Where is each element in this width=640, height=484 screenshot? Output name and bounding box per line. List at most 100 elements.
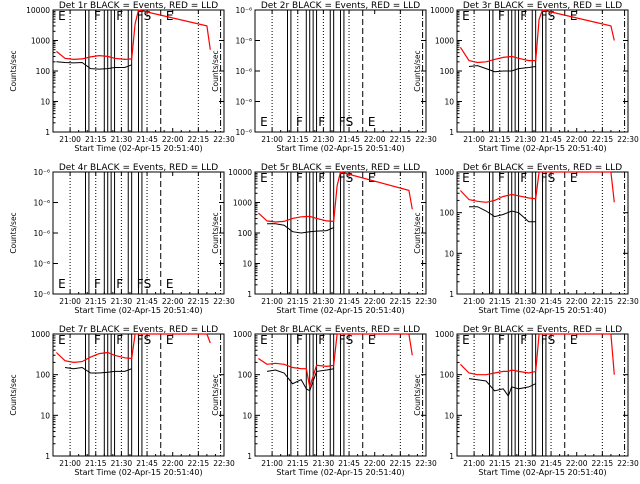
p7-lld-line	[55, 333, 211, 364]
p3-title: Det 3r BLACK = Events, RED = LLD	[463, 1, 622, 11]
p3-xtick-label-1: 21:15	[489, 135, 511, 144]
p8-flag-3: F	[339, 333, 346, 347]
p5-xtick-label-2: 21:30	[313, 297, 335, 306]
p9-flag-4: S	[548, 333, 556, 347]
p8-flag-0: E	[260, 333, 268, 347]
p3-flag-1: F	[498, 9, 505, 23]
p3-events-line	[468, 65, 536, 73]
p7-flag-4: S	[144, 333, 152, 347]
p4-flag-0: E	[58, 277, 66, 291]
p7-ytick-label-0: 1	[45, 452, 50, 461]
p8-xtick-label-0: 21:00	[261, 459, 283, 468]
p1-events-line	[56, 61, 132, 70]
p6-flag-5: E	[570, 171, 578, 185]
p4-ylabel: Counts/sec	[9, 212, 18, 253]
p5-ylabel: Counts/sec	[211, 212, 220, 253]
p7-xtick-label-0: 21:00	[59, 459, 81, 468]
p9-xtick-label-5: 22:15	[592, 459, 614, 468]
p2-flag-0: E	[260, 115, 268, 129]
p8-xtick-label-5: 22:15	[390, 459, 412, 468]
p5-ytick-label-1: 10	[242, 260, 252, 269]
p5-xtick-label-1: 21:15	[287, 297, 309, 306]
p6-ytick-label-2: 100	[440, 209, 455, 218]
p1-flag-5: E	[166, 9, 174, 23]
p9-xtick-label-1: 21:15	[489, 459, 511, 468]
p3-xtick-label-5: 22:15	[592, 135, 614, 144]
p6-flag-0: E	[462, 171, 470, 185]
p3-ytick-label-1: 10	[444, 98, 454, 107]
p6-ytick-label-1: 10	[444, 249, 454, 258]
p9-lld-line	[459, 333, 615, 376]
p8-lld-line	[258, 333, 413, 388]
p7-ytick-label-2: 100	[36, 371, 51, 380]
p1-flag-0: E	[58, 9, 66, 23]
p7-xtick-label-2: 21:30	[111, 459, 133, 468]
p8-ytick-label-2: 100	[238, 371, 253, 380]
p4-ytick-label-0: 10⁻⁶	[33, 290, 50, 299]
p3-ytick-label-2: 100	[440, 67, 455, 76]
p4-xtick-label-3: 21:45	[136, 297, 158, 306]
p8-xlabel: Start Time (02-Apr-15 20:51:40)	[276, 468, 404, 477]
p7-flag-0: E	[58, 333, 66, 347]
p2-xtick-label-1: 21:15	[287, 135, 309, 144]
p2-ytick-label-4: 10⁻⁶	[235, 6, 252, 15]
p1-ytick-label-0: 1	[45, 128, 50, 137]
p2-xlabel: Start Time (02-Apr-15 20:51:40)	[276, 144, 404, 153]
p5-xlabel: Start Time (02-Apr-15 20:51:40)	[276, 306, 404, 315]
p6-xtick-label-1: 21:15	[489, 297, 511, 306]
p9-title: Det 9r BLACK = Events, RED = LLD	[463, 325, 622, 335]
p4-xtick-label-6: 22:30	[213, 297, 235, 306]
p5-ytick-label-0: 1	[247, 290, 252, 299]
p8-xtick-label-1: 21:15	[287, 459, 309, 468]
p1-ytick-label-2: 100	[36, 67, 51, 76]
p1-xtick-label-1: 21:15	[85, 135, 107, 144]
p1-ytick-label-4: 10000	[26, 6, 50, 15]
p6-xtick-label-0: 21:00	[463, 297, 485, 306]
p1-flag-1: F	[94, 9, 101, 23]
p2-xtick-label-0: 21:00	[261, 135, 283, 144]
p6-lld-line	[459, 171, 615, 203]
p5-ytick-label-4: 10000	[228, 168, 252, 177]
p5-flag-4: S	[346, 171, 354, 185]
p7-ylabel: Counts/sec	[9, 374, 18, 415]
p5-flag-5: E	[368, 171, 376, 185]
p9-flag-5: E	[570, 333, 578, 347]
p3-xtick-label-0: 21:00	[463, 135, 485, 144]
p2-flag-3: F	[339, 115, 346, 129]
p1-ytick-label-1: 10	[40, 98, 50, 107]
p2-ytick-label-3: 10⁻⁶	[235, 37, 252, 46]
p3-ylabel: Counts/sec	[413, 50, 422, 91]
p6-xtick-label-2: 21:30	[515, 297, 537, 306]
p2-flag-2: F	[318, 115, 325, 129]
p8-flag-1: F	[296, 333, 303, 347]
p1-ylabel: Counts/sec	[9, 50, 18, 91]
p3-flag-2: F	[520, 9, 527, 23]
p8-xtick-label-6: 22:30	[415, 459, 437, 468]
p8-flag-2: F	[318, 333, 325, 347]
p8-ytick-label-1: 10	[242, 411, 252, 420]
p4-ytick-label-4: 10⁻⁶	[33, 168, 50, 177]
p4-ytick-label-2: 10⁻⁶	[33, 229, 50, 238]
p5-flag-1: F	[296, 171, 303, 185]
p2-flag-4: S	[346, 115, 354, 129]
p4-flag-5: E	[166, 277, 174, 291]
p7-ytick-label-3: 1000	[31, 330, 50, 339]
p7-flag-1: F	[94, 333, 101, 347]
p6-xtick-label-4: 22:00	[566, 297, 588, 306]
p9-ytick-label-1: 10	[444, 411, 454, 420]
p1-flag-3: F	[137, 9, 144, 23]
p4-xtick-label-2: 21:30	[111, 297, 133, 306]
p9-flag-1: F	[498, 333, 505, 347]
p2-flag-1: F	[296, 115, 303, 129]
p4-xtick-label-5: 22:15	[188, 297, 210, 306]
p6-ytick-label-0: 1	[449, 290, 454, 299]
p3-xtick-label-4: 22:00	[566, 135, 588, 144]
p4-flag-4: S	[144, 277, 152, 291]
p2-xtick-label-5: 22:15	[390, 135, 412, 144]
p3-lld-line	[459, 9, 615, 64]
p1-xlabel: Start Time (02-Apr-15 20:51:40)	[74, 144, 202, 153]
p2-ytick-label-2: 10⁻⁶	[235, 67, 252, 76]
p9-ytick-label-0: 1	[449, 452, 454, 461]
